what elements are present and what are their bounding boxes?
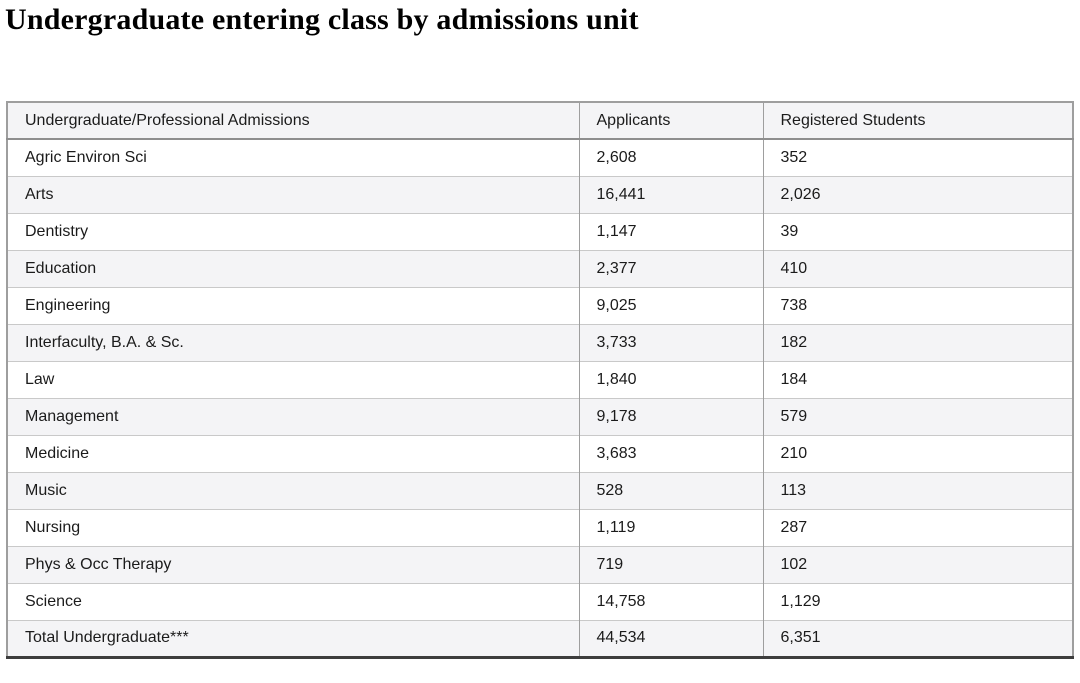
table-row: Interfaculty, B.A. & Sc. 3,733 182 xyxy=(7,323,1073,361)
cell-registered-students: 579 xyxy=(762,397,1073,435)
cell-admissions-unit: Nursing xyxy=(7,508,579,546)
cell-applicants: 14,758 xyxy=(578,582,763,620)
cell-admissions-unit: Total Undergraduate*** xyxy=(7,619,579,657)
cell-admissions-unit: Law xyxy=(7,360,579,398)
table-row: Music 528 113 xyxy=(7,471,1073,509)
cell-admissions-unit: Arts xyxy=(7,175,579,213)
table-row: Medicine 3,683 210 xyxy=(7,434,1073,472)
cell-applicants: 9,025 xyxy=(578,286,763,324)
cell-applicants: 9,178 xyxy=(578,397,763,435)
cell-registered-students: 184 xyxy=(762,360,1073,398)
page-title: Undergraduate entering class by admissio… xyxy=(5,3,639,36)
cell-registered-students: 182 xyxy=(762,323,1073,361)
cell-admissions-unit: Agric Environ Sci xyxy=(25,148,147,166)
cell-admissions-unit: Management xyxy=(7,397,579,435)
column-header-applicants: Applicants xyxy=(578,102,763,140)
cell-applicants: 3,683 xyxy=(578,434,763,472)
cell-registered-students: 210 xyxy=(762,434,1073,472)
cell-registered-students: 6,351 xyxy=(762,619,1073,657)
table-row-total: Total Undergraduate*** 44,534 6,351 xyxy=(7,619,1073,657)
cell-applicants: 1,840 xyxy=(578,360,763,398)
cell-registered-students: 39 xyxy=(762,212,1073,250)
table-header-row: Undergraduate/Professional Admissions Ap… xyxy=(7,102,1073,140)
cell-admissions-unit: Music xyxy=(7,471,579,509)
cell-registered-students: 1,129 xyxy=(762,582,1073,620)
cell-registered-students: 352 xyxy=(762,139,1073,176)
cell-applicants: 1,119 xyxy=(578,508,763,546)
cell-admissions-unit: Education xyxy=(7,249,579,287)
cell-registered-students: 2,026 xyxy=(762,175,1073,213)
table-row: Agric Environ Sci 2,608 352 xyxy=(7,139,1073,176)
cell-admissions-unit: Science xyxy=(7,582,579,620)
table-row: Management 9,178 579 xyxy=(7,397,1073,435)
cell-registered-students: 287 xyxy=(762,508,1073,546)
cell-applicants: 44,534 xyxy=(578,619,763,657)
cell-applicants: 2,608 xyxy=(578,139,763,176)
table-body: Agric Environ Sci 2,608 352 Arts 16,441 2,026… xyxy=(7,139,1073,657)
cell-applicants: 3,733 xyxy=(578,323,763,361)
cell-registered-students: 113 xyxy=(762,471,1073,509)
table-row: Dentistry 1,147 39 xyxy=(7,212,1073,250)
cell-admissions-unit: Engineering xyxy=(7,286,579,324)
cell-admissions-unit: Interfaculty, B.A. & Sc. xyxy=(7,323,579,361)
cell-admissions-unit: Dentistry xyxy=(7,212,579,250)
cell-applicants: 528 xyxy=(578,471,763,509)
table-row: Law 1,840 184 xyxy=(7,360,1073,398)
table-row: Education 2,377 410 xyxy=(7,249,1073,287)
cell-registered-students: 410 xyxy=(762,249,1073,287)
column-header-registered-students: Registered Students xyxy=(762,102,1073,140)
table-row: Nursing 1,119 287 xyxy=(7,508,1073,546)
table-row: Arts 16,441 2,026 xyxy=(7,175,1073,213)
admissions-table: Undergraduate/Professional Admissions Ap… xyxy=(6,101,1074,659)
cell-applicants: 16,441 xyxy=(578,175,763,213)
table-row: Engineering 9,025 738 xyxy=(7,286,1073,324)
cell-admissions-unit: Medicine xyxy=(7,434,579,472)
table-row: Phys & Occ Therapy 719 102 xyxy=(7,545,1073,583)
cell-applicants: 719 xyxy=(578,545,763,583)
table-row: Science 14,758 1,129 xyxy=(7,582,1073,620)
cell-registered-students: 738 xyxy=(762,286,1073,324)
cell-admissions-unit: Phys & Occ Therapy xyxy=(7,545,579,583)
table-header: Undergraduate/Professional Admissions Ap… xyxy=(7,102,1073,140)
cell-applicants: 1,147 xyxy=(578,212,763,250)
cell-applicants: 2,377 xyxy=(578,249,763,287)
cell-registered-students: 102 xyxy=(762,545,1073,583)
column-header-admissions-unit: Undergraduate/Professional Admissions xyxy=(7,102,579,140)
